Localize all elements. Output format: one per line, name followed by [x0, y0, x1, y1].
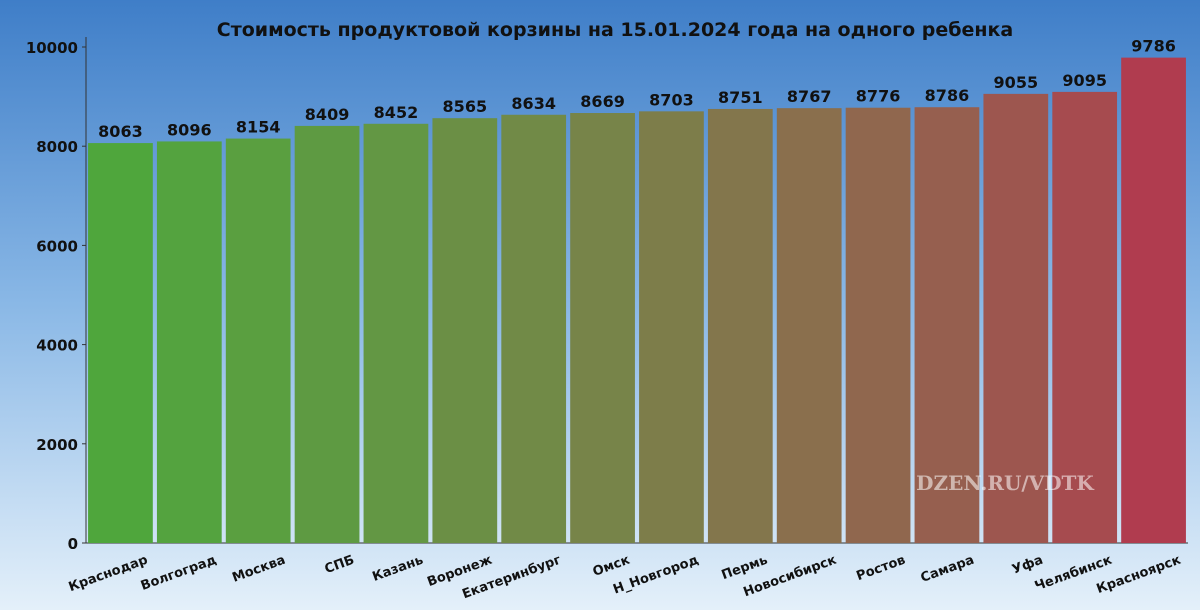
- bar: [88, 143, 153, 543]
- value-label: 9095: [1062, 71, 1107, 90]
- y-tick-label: 0: [68, 535, 78, 553]
- bar: [845, 107, 911, 544]
- y-tick-label: 4000: [36, 337, 78, 355]
- value-label: 8634: [511, 94, 556, 113]
- bar: [570, 113, 635, 543]
- y-tick-label: 10000: [26, 39, 78, 57]
- bar: [501, 114, 567, 543]
- bar: [156, 141, 222, 543]
- value-label: 8565: [443, 97, 488, 116]
- watermark: DZEN.RU/VDTK: [916, 471, 1094, 495]
- value-label: 9055: [994, 73, 1039, 92]
- bar: [363, 123, 429, 544]
- value-label: 8776: [856, 87, 901, 106]
- chart-title: Стоимость продуктовой корзины на 15.01.2…: [217, 19, 1013, 41]
- value-label: 9786: [1131, 37, 1176, 56]
- y-tick-label: 8000: [36, 138, 78, 156]
- bar: [432, 118, 498, 544]
- value-label: 8786: [925, 86, 970, 105]
- bar: [776, 108, 842, 543]
- bar: [983, 93, 1049, 543]
- bar: [707, 108, 773, 543]
- bar: [1052, 91, 1118, 543]
- value-label: 8409: [305, 105, 350, 124]
- value-label: 8096: [167, 120, 212, 139]
- value-label: 8063: [98, 122, 143, 141]
- bar: [294, 125, 360, 543]
- value-label: 8751: [718, 88, 763, 107]
- value-label: 8154: [236, 118, 281, 137]
- bar: [914, 107, 980, 543]
- y-tick-label: 2000: [36, 436, 78, 454]
- value-label: 8703: [649, 90, 694, 109]
- value-label: 8767: [787, 87, 832, 106]
- bar: [1121, 57, 1186, 543]
- y-tick-label: 6000: [36, 237, 78, 255]
- value-label: 8669: [580, 92, 625, 111]
- bar: [225, 138, 291, 544]
- bar: [639, 111, 704, 543]
- value-label: 8452: [374, 103, 419, 122]
